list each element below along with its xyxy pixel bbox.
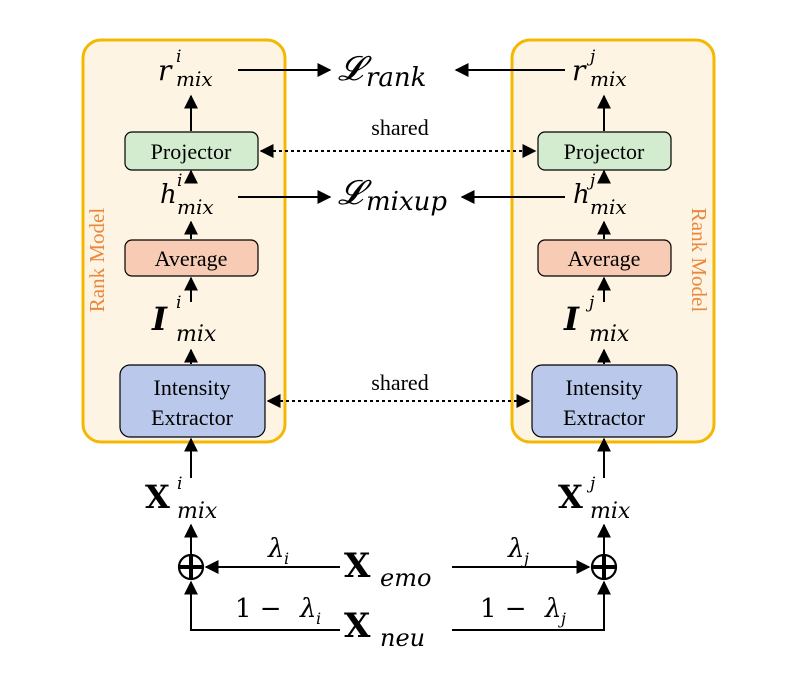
svg-text:j: j	[521, 549, 529, 568]
right-X-mix: X j mix	[558, 474, 631, 524]
left-rank-model-label: Rank Model	[85, 208, 109, 313]
svg-text:j: j	[586, 171, 596, 191]
left-r-mix: r i mix	[158, 47, 213, 91]
left-projector-label: Projector	[151, 139, 232, 164]
svg-text:j: j	[558, 609, 566, 628]
lambda-i-label: λ i	[267, 534, 289, 568]
left-extractor-box	[119, 364, 266, 438]
right-extractor-box	[531, 364, 678, 438]
svg-text:r: r	[158, 54, 173, 87]
left-extractor-line1: Intensity	[154, 375, 231, 400]
svg-text:mixup: mixup	[366, 187, 447, 217]
svg-text:X: X	[558, 478, 583, 516]
svg-text:i: i	[177, 171, 182, 191]
svg-text:I: I	[151, 300, 168, 338]
svg-text:mix: mix	[590, 67, 627, 91]
one-minus-lambda-j-label: 1 − λ j	[480, 594, 566, 628]
svg-text:mix: mix	[176, 322, 217, 347]
right-rank-model-label: Rank Model	[687, 208, 711, 313]
left-average-label: Average	[155, 246, 228, 271]
right-extractor-line2: Extractor	[563, 405, 646, 430]
L-mixup: 𝓛 mixup	[338, 173, 447, 217]
shared-projector-label: shared	[371, 115, 428, 140]
svg-text:mix: mix	[177, 195, 214, 219]
svg-text:1 −: 1 −	[480, 594, 527, 624]
left-oplus-icon	[177, 553, 205, 581]
svg-text:λ: λ	[507, 534, 524, 564]
svg-text:r: r	[572, 54, 587, 87]
svg-text:X: X	[344, 606, 371, 646]
lambda-j-label: λ j	[507, 534, 529, 568]
svg-text:mix: mix	[176, 67, 213, 91]
right-average-box	[537, 239, 672, 277]
svg-text:h: h	[160, 180, 177, 210]
left-extractor-line2: Extractor	[151, 405, 234, 430]
arrow-neu-to-right-oplus	[452, 580, 611, 631]
svg-text:i: i	[176, 293, 181, 313]
svg-text:mix: mix	[590, 499, 631, 524]
right-average-label: Average	[568, 246, 641, 271]
svg-text:λ: λ	[299, 594, 316, 624]
left-I-mix: I i mix	[151, 293, 217, 347]
svg-text:i: i	[284, 549, 289, 568]
left-average-box	[124, 239, 259, 277]
svg-text:i: i	[177, 474, 182, 494]
svg-text:rank: rank	[366, 63, 426, 93]
svg-text:i: i	[176, 47, 181, 67]
svg-text:emo: emo	[380, 564, 431, 592]
svg-text:j: j	[586, 474, 596, 494]
svg-text:mix: mix	[589, 322, 630, 347]
svg-text:j: j	[585, 293, 595, 313]
svg-text:j: j	[586, 47, 596, 67]
left-h-mix: h i mix	[160, 171, 214, 219]
svg-text:I: I	[563, 300, 580, 338]
right-projector-label: Projector	[564, 139, 645, 164]
svg-text:X: X	[344, 546, 371, 586]
L-rank: 𝓛 rank	[338, 49, 426, 93]
arrow-neu-to-left-oplus	[184, 580, 340, 631]
right-I-mix: I j mix	[563, 293, 630, 347]
one-minus-lambda-i-label: 1 − λ i	[235, 594, 321, 628]
right-h-mix: h j mix	[573, 171, 627, 219]
svg-text:X: X	[145, 478, 170, 516]
svg-text:mix: mix	[177, 499, 218, 524]
svg-text:i: i	[316, 609, 321, 628]
right-oplus-icon	[590, 553, 618, 581]
right-extractor-line1: Intensity	[566, 375, 643, 400]
svg-text:h: h	[573, 180, 590, 210]
X-neu: X neu	[344, 606, 425, 652]
left-X-mix: X i mix	[145, 474, 218, 524]
svg-text:mix: mix	[590, 195, 627, 219]
svg-text:λ: λ	[267, 534, 284, 564]
svg-text:1 −: 1 −	[235, 594, 282, 624]
X-emo: X emo	[344, 546, 431, 592]
svg-text:neu: neu	[380, 624, 425, 652]
shared-extractor-label: shared	[371, 370, 428, 395]
right-r-mix: r j mix	[572, 47, 627, 91]
svg-text:λ: λ	[544, 594, 561, 624]
